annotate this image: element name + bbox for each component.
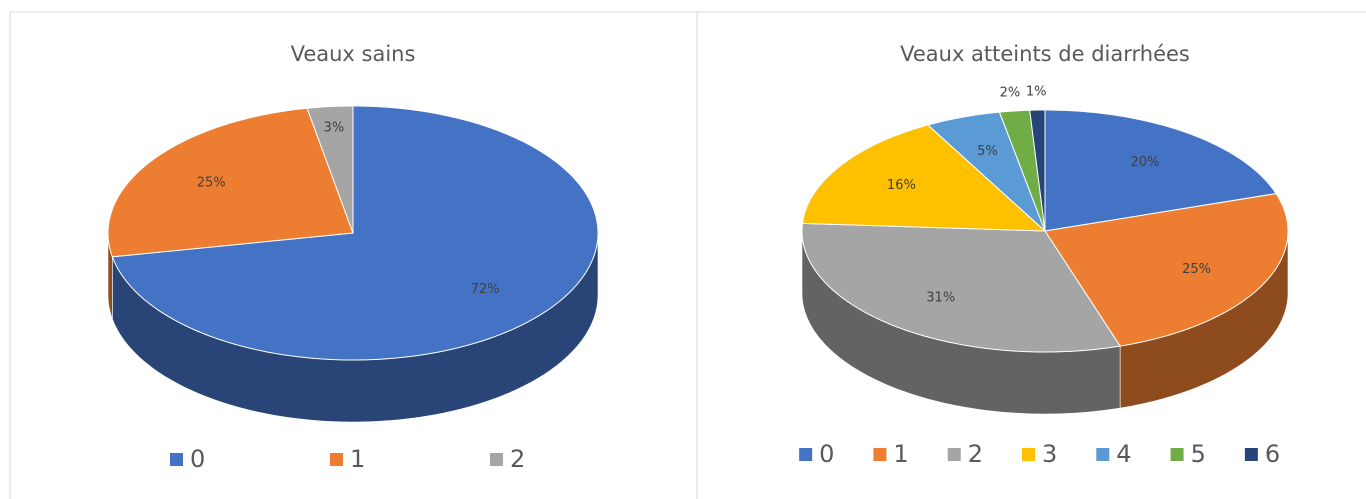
slice [111, 105, 599, 361]
legend-swatch [1244, 448, 1258, 461]
legend-swatch [490, 453, 503, 466]
legend-label: 6 [1265, 440, 1280, 468]
value-label: 31% [926, 290, 955, 305]
value-label: 72% [471, 282, 500, 297]
legend-label: 2 [968, 440, 983, 468]
value-label: 2% [1000, 85, 1021, 100]
value-label: 20% [1131, 155, 1160, 170]
slice [306, 105, 354, 234]
legend-label: 4 [1116, 440, 1131, 468]
legend-label: 5 [1191, 440, 1206, 468]
slice [1044, 109, 1277, 232]
legend-label: 1 [893, 440, 908, 468]
legend-label: 3 [1042, 440, 1057, 468]
value-label: 1% [1026, 84, 1047, 99]
legend-label: 2 [510, 445, 525, 473]
legend-label: 1 [350, 445, 365, 473]
value-label: 16% [887, 178, 916, 193]
slice [107, 107, 354, 258]
legend-label: 0 [819, 440, 834, 468]
value-label: 25% [197, 176, 226, 191]
chart-title: Veaux sains [291, 42, 416, 66]
slice [998, 109, 1046, 232]
value-label: 3% [324, 121, 345, 136]
value-label: 25% [1182, 262, 1211, 277]
legend-swatch [170, 453, 183, 466]
slice [926, 111, 1046, 232]
legend-swatch [799, 448, 813, 461]
slice [1044, 193, 1289, 347]
legend-swatch [1022, 448, 1035, 461]
legend-swatch [330, 453, 343, 466]
legend-swatch [873, 448, 887, 461]
legend-label: 0 [190, 445, 205, 473]
legend-swatch [1096, 448, 1110, 461]
chart-title: Veaux atteints de diarrhées [900, 42, 1190, 66]
slice [801, 124, 1047, 232]
legend-swatch [947, 448, 961, 461]
slice [801, 222, 1121, 353]
slice [1029, 109, 1046, 232]
value-label: 5% [977, 144, 998, 159]
legend-swatch [1170, 448, 1184, 461]
